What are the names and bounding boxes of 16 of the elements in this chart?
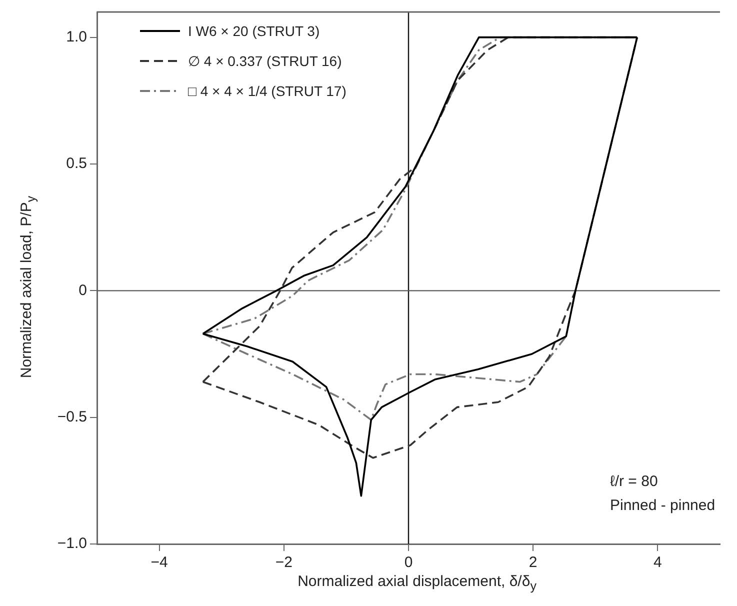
y-tick-label: −0.5 [57, 408, 87, 426]
legend-label: □ 4 × 4 × 1/4 (STRUT 17) [188, 83, 346, 99]
x-axis-title: Normalized axial displacement, δ/δ$_{y}$ [296, 573, 538, 593]
y-tick-label: 0 [78, 282, 87, 299]
x-tick-label: 4 [654, 554, 662, 572]
y-tick-label: 0.5 [66, 155, 87, 172]
annotation: ℓ/r = 80 [610, 472, 659, 492]
y-tick-label: 1.0 [66, 28, 87, 46]
x-tick-label: −2 [275, 554, 292, 572]
y-tick-label: −1.0 [57, 535, 87, 552]
annotation: Pinned - pinned [610, 496, 716, 516]
x-tick-label: −4 [150, 554, 168, 572]
x-tick-label: 2 [528, 554, 538, 572]
legend-label: I W6 × 20 (STRUT 3) [188, 23, 320, 39]
x-tick-label: 0 [404, 554, 413, 572]
legend-label: ∅ 4 × 0.337 (STRUT 16) [188, 53, 342, 69]
